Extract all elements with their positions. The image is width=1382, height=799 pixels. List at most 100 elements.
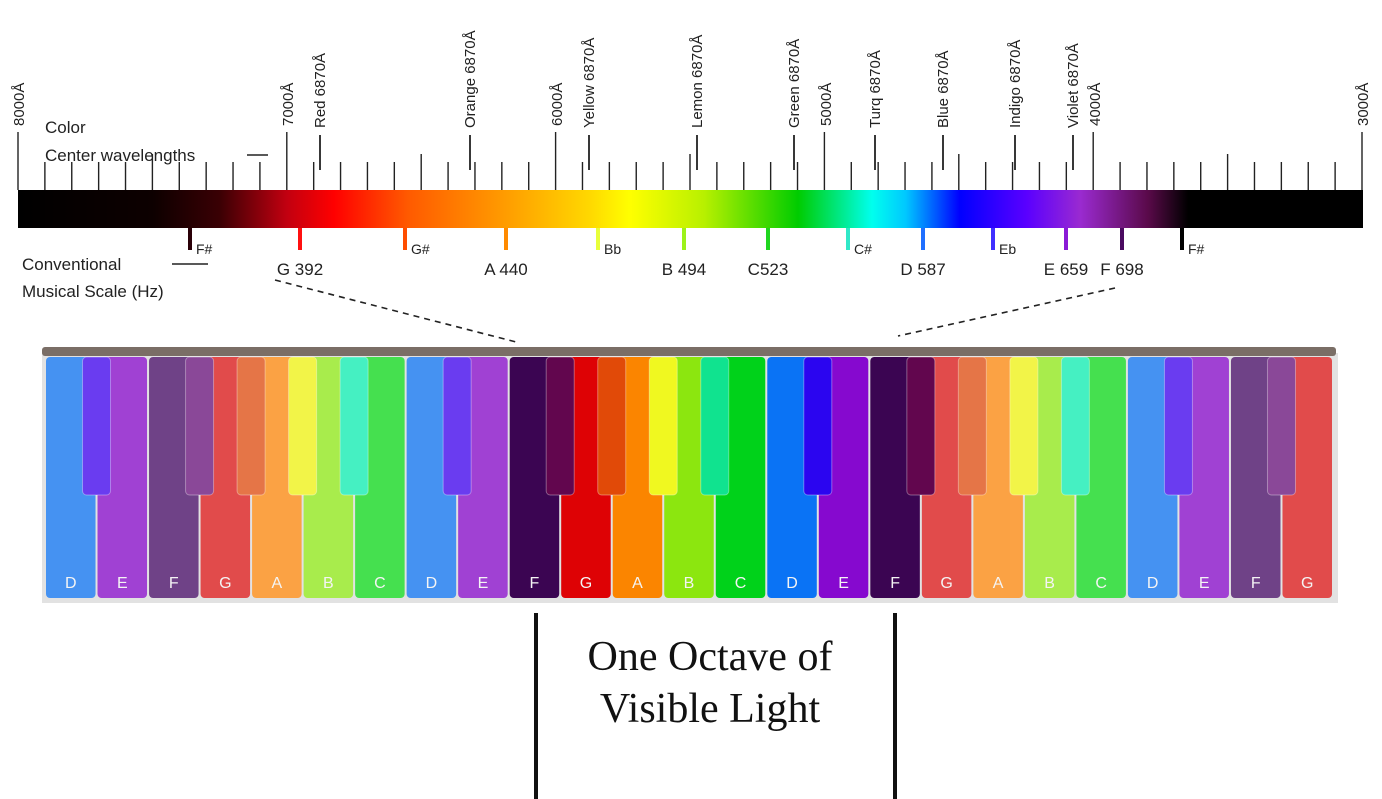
color-name-labels: Red 6870Å Orange 6870Å Yellow 6870Å Lemon 6…: [312, 30, 1082, 170]
white-key-label: F: [1251, 575, 1261, 592]
note-marker: [298, 228, 302, 250]
white-key-label: F: [530, 575, 540, 592]
note-marker: [1120, 228, 1124, 250]
color-name-label: Blue 6870Å: [935, 50, 952, 128]
black-key[interactable]: [803, 356, 833, 496]
white-key-label: C: [1095, 575, 1107, 592]
color-name-label: Turq 6870Å: [867, 50, 884, 128]
black-key[interactable]: [700, 356, 730, 496]
keyboard-top-bar: [42, 347, 1336, 356]
black-key[interactable]: [339, 356, 369, 496]
wavelength-tick-label: 4000Å: [1087, 83, 1104, 126]
black-key[interactable]: [597, 356, 627, 496]
note-label: C#: [854, 241, 872, 257]
black-key[interactable]: [648, 356, 678, 496]
white-key-label: D: [65, 575, 77, 592]
white-key-label: G: [1301, 575, 1313, 592]
black-key[interactable]: [1163, 356, 1193, 496]
color-label: Color: [45, 118, 86, 137]
white-key-label: D: [786, 575, 798, 592]
note-label: G 392: [277, 260, 323, 279]
black-key[interactable]: [545, 356, 575, 496]
white-key-label: D: [1147, 575, 1159, 592]
white-key-label: E: [117, 575, 128, 592]
note-marker: [504, 228, 508, 250]
white-key-label: B: [684, 575, 695, 592]
note-marker: [991, 228, 995, 250]
wavelength-tick-label: 6000Å: [549, 83, 566, 126]
white-key-label: B: [1044, 575, 1055, 592]
color-name-label: Green 6870Å: [786, 39, 803, 128]
note-label: E 659: [1044, 260, 1088, 279]
color-name-label: Red 6870Å: [312, 53, 329, 128]
musical-scale-label-line1: Conventional: [22, 255, 121, 274]
color-name-label: Yellow 6870Å: [581, 38, 598, 128]
note-label: F#: [196, 241, 213, 257]
note-marker: [682, 228, 686, 250]
color-name-label: Violet 6870Å: [1065, 43, 1082, 128]
black-key[interactable]: [236, 356, 266, 496]
wavelength-tick-label: 3000Å: [1355, 83, 1372, 126]
black-key[interactable]: [1009, 356, 1039, 496]
white-key-label: G: [219, 575, 231, 592]
black-key[interactable]: [1266, 356, 1296, 496]
note-label: D 587: [900, 260, 945, 279]
white-key-label: C: [374, 575, 386, 592]
wavelength-ruler: [17, 132, 1363, 190]
note-marker: [596, 228, 600, 250]
caption-line2: Visible Light: [600, 686, 821, 732]
guide-line-right: [897, 287, 1116, 337]
white-key-label: C: [735, 575, 747, 592]
guide-line-left: [274, 279, 521, 344]
white-key-label: D: [426, 575, 438, 592]
musical-note-markers: F# G 392 G# A 440 Bb B 494 C523 C# D 587 Eb E 659 F…: [188, 228, 1205, 279]
note-label: F#: [1188, 241, 1205, 257]
black-key[interactable]: [957, 356, 987, 496]
black-key[interactable]: [906, 356, 936, 496]
note-marker: [846, 228, 850, 250]
white-key-label: E: [838, 575, 849, 592]
note-marker: [921, 228, 925, 250]
note-marker: [403, 228, 407, 250]
note-marker: [1064, 228, 1068, 250]
note-marker: [188, 228, 192, 250]
white-key-label: E: [1199, 575, 1210, 592]
white-key-label: A: [272, 575, 283, 592]
black-key[interactable]: [288, 356, 318, 496]
white-key-label: A: [632, 575, 643, 592]
note-label: A 440: [484, 260, 528, 279]
caption-line1: One Octave of: [588, 634, 833, 680]
note-label: Eb: [999, 241, 1016, 257]
note-label: F 698: [1100, 260, 1143, 279]
wavelength-tick-label: 7000Å: [280, 83, 297, 126]
center-wavelengths-label: Center wavelengths: [45, 146, 195, 165]
color-name-label: Orange 6870Å: [462, 30, 479, 128]
wavelength-tick-labels: 8000Å 7000Å 6000Å 5000Å 4000Å 3000Å: [11, 83, 1372, 126]
black-key[interactable]: [185, 356, 215, 496]
white-key-label: A: [993, 575, 1004, 592]
white-key-label: B: [323, 575, 334, 592]
color-name-label: Lemon 6870Å: [689, 35, 706, 128]
white-key-label: E: [478, 575, 489, 592]
black-key[interactable]: [1060, 356, 1090, 496]
color-name-label: Indigo 6870Å: [1007, 40, 1024, 128]
musical-scale-label-line2: Musical Scale (Hz): [22, 282, 164, 301]
black-key[interactable]: [82, 356, 112, 496]
white-key-label: G: [580, 575, 592, 592]
white-key-label: F: [890, 575, 900, 592]
wavelength-tick-label: 5000Å: [818, 83, 835, 126]
note-marker: [766, 228, 770, 250]
note-label: Bb: [604, 241, 621, 257]
spectrum-bar: [18, 190, 1363, 228]
note-label: C523: [748, 260, 789, 279]
black-key[interactable]: [442, 356, 472, 496]
white-key-label: F: [169, 575, 179, 592]
white-key-label: G: [940, 575, 952, 592]
black-keys: [82, 356, 1296, 496]
note-marker: [1180, 228, 1184, 250]
note-label: B 494: [662, 260, 706, 279]
note-label: G#: [411, 241, 430, 257]
wavelength-tick-label: 8000Å: [11, 83, 28, 126]
